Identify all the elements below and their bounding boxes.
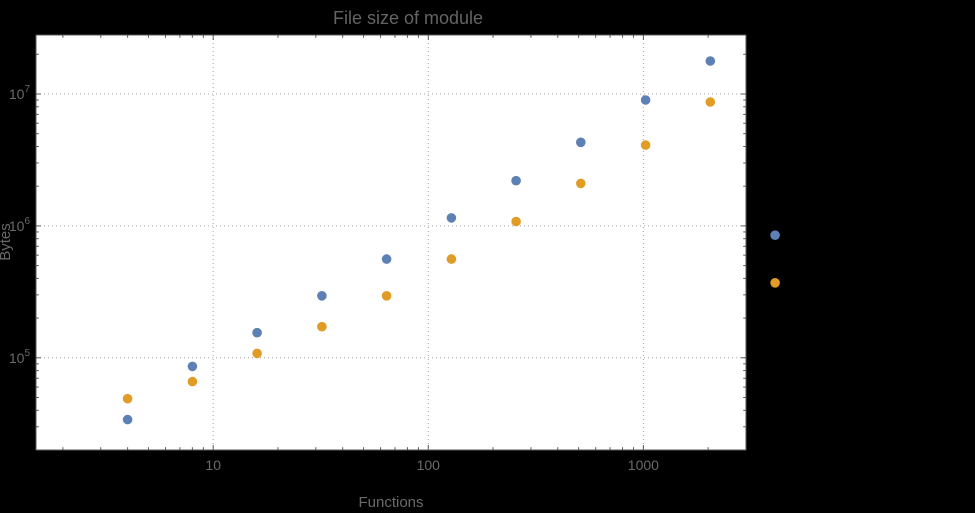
data-point (770, 230, 780, 240)
y-tick-label: 106 (9, 216, 31, 234)
y-axis-label: Bytes (0, 223, 14, 261)
data-point (381, 254, 392, 264)
data-point (187, 361, 198, 372)
data-point (122, 393, 133, 404)
data-point (252, 327, 262, 338)
data-point (187, 376, 198, 387)
data-point (446, 213, 457, 223)
data-points (122, 56, 780, 425)
data-point (576, 178, 586, 189)
data-point (511, 216, 521, 227)
plot-area (36, 35, 746, 450)
chart-title: File size of module (333, 8, 483, 28)
data-point (446, 254, 457, 264)
x-tick-label: 1000 (628, 457, 659, 473)
data-point (640, 140, 651, 150)
y-tick-label: 105 (9, 348, 31, 366)
data-point (705, 97, 716, 107)
series-blue (122, 56, 780, 425)
tick-labels: 10 100 1000 105 106 107 (9, 84, 659, 473)
x-tick-label: 100 (417, 457, 441, 473)
data-point (705, 56, 716, 66)
data-point (381, 291, 392, 301)
axis-ticks (36, 35, 746, 450)
plot-frame (35, 34, 747, 451)
series-orange (122, 97, 780, 404)
data-point (640, 95, 651, 105)
data-point (317, 291, 327, 301)
y-tick-label: 107 (9, 84, 31, 102)
x-axis-label: Functions (358, 494, 423, 511)
data-point (122, 414, 133, 425)
data-point (511, 175, 521, 186)
plot-background (36, 35, 746, 450)
data-point (770, 278, 780, 288)
x-tick-label: 10 (205, 457, 221, 473)
data-point (576, 137, 586, 148)
frame-border (35, 34, 747, 451)
data-point (252, 348, 262, 359)
data-point (317, 321, 327, 332)
